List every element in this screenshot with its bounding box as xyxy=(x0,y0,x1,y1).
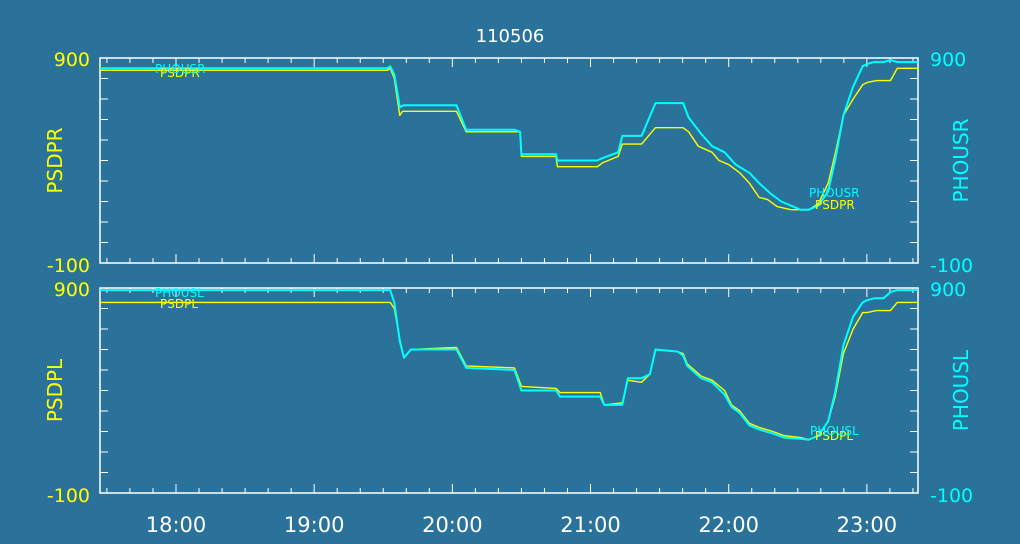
right-axis-title: PHOUSR xyxy=(949,118,973,202)
right-axis-min-label: -100 xyxy=(930,255,973,277)
left-axis-title: PSDPR xyxy=(43,127,67,193)
left-axis-min-label: -100 xyxy=(47,255,90,277)
right-axis-title: PHOUSL xyxy=(949,349,973,431)
x-tick-label: 22:00 xyxy=(698,513,759,537)
x-tick-label: 23:00 xyxy=(837,513,898,537)
x-tick-label: 20:00 xyxy=(422,513,483,537)
series-line-phousr xyxy=(100,59,918,211)
x-tick-label: 19:00 xyxy=(284,513,345,537)
end-label-phousl: PHOUSL xyxy=(810,424,859,438)
series-line-phousl xyxy=(100,289,918,441)
legend-label-phousr: PHOUSR xyxy=(155,62,205,76)
left-axis-max-label: 900 xyxy=(54,279,90,301)
end-label-psdpr: PSDPR xyxy=(815,198,855,212)
legend-label-psdpr: PSDPR xyxy=(160,66,200,80)
end-label-psdpl: PSDPL xyxy=(815,429,853,443)
right-axis-min-label: -100 xyxy=(930,485,973,507)
right-axis-max-label: 900 xyxy=(930,49,966,71)
x-tick-label: 21:00 xyxy=(560,513,621,537)
left-axis-max-label: 900 xyxy=(54,49,90,71)
chart-title: 110506 xyxy=(476,26,545,47)
legend-label-phousl: PHOUSL xyxy=(155,286,204,300)
left-axis-title: PSDPL xyxy=(43,358,67,422)
end-label-phousr: PHOUSR xyxy=(809,186,859,200)
x-tick-label: 18:00 xyxy=(146,513,207,537)
legend-label-psdpl: PSDPL xyxy=(160,297,198,311)
left-axis-min-label: -100 xyxy=(47,485,90,507)
right-axis-max-label: 900 xyxy=(930,279,966,301)
